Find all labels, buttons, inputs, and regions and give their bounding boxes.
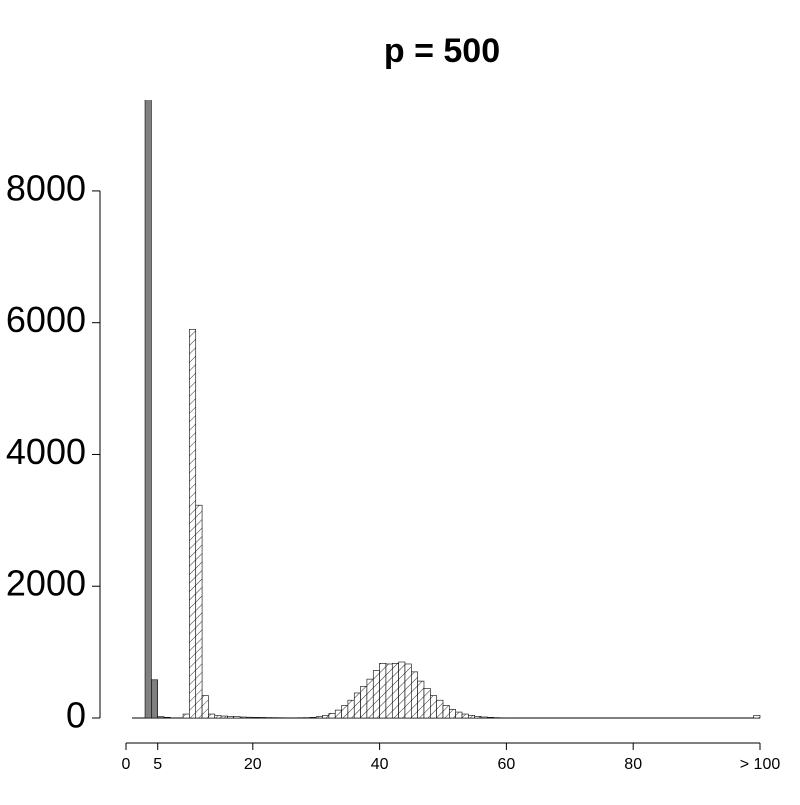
y-tick-label: 6000 <box>6 299 86 340</box>
bar <box>158 717 164 718</box>
bar <box>208 714 214 718</box>
bar <box>329 713 335 718</box>
bar <box>323 715 329 718</box>
plot-area <box>132 92 760 718</box>
x-tick-label: 20 <box>244 756 262 773</box>
bar <box>373 671 379 718</box>
bar <box>462 714 468 718</box>
bar <box>335 710 341 718</box>
x-tick-label: > 100 <box>740 756 781 773</box>
bar <box>259 717 265 718</box>
bar <box>754 715 760 718</box>
bar <box>348 700 354 718</box>
bar <box>215 716 221 718</box>
bar <box>449 709 455 718</box>
bar <box>310 717 316 718</box>
bar <box>221 716 227 718</box>
bar <box>164 717 170 718</box>
bar <box>386 664 392 718</box>
x-tick-label: 80 <box>624 756 642 773</box>
bar <box>189 329 195 718</box>
chart-title: p = 500 <box>384 32 500 70</box>
y-tick-label: 2000 <box>6 563 86 604</box>
bar <box>227 716 233 718</box>
bar <box>367 679 373 718</box>
bar <box>456 712 462 718</box>
bar <box>240 717 246 718</box>
bar <box>354 693 360 718</box>
bar <box>424 688 430 718</box>
bar <box>361 686 367 718</box>
bar <box>202 696 208 718</box>
x-tick-label: 0 <box>122 756 131 773</box>
bar <box>183 714 189 718</box>
x-tick-label: 60 <box>498 756 516 773</box>
y-tick-label: 8000 <box>6 167 86 208</box>
bar <box>392 663 398 718</box>
bar <box>246 717 252 718</box>
bar <box>399 662 405 718</box>
bar <box>380 663 386 718</box>
bar <box>430 696 436 718</box>
bar <box>468 715 474 718</box>
bar <box>487 717 493 718</box>
bar <box>151 680 157 718</box>
bar <box>411 672 417 718</box>
bar <box>145 92 151 718</box>
x-tick-label: 5 <box>153 756 162 773</box>
bar <box>437 700 443 718</box>
x-tick-label: 40 <box>371 756 389 773</box>
y-tick-label: 0 <box>66 695 86 736</box>
bar <box>418 681 424 718</box>
bar <box>234 717 240 718</box>
bar <box>405 664 411 718</box>
bar <box>443 705 449 718</box>
bar <box>316 717 322 718</box>
bar <box>481 717 487 718</box>
bar <box>253 717 259 718</box>
bar <box>475 716 481 718</box>
y-tick-label: 4000 <box>6 431 86 472</box>
bar <box>196 505 202 718</box>
bar <box>342 705 348 718</box>
